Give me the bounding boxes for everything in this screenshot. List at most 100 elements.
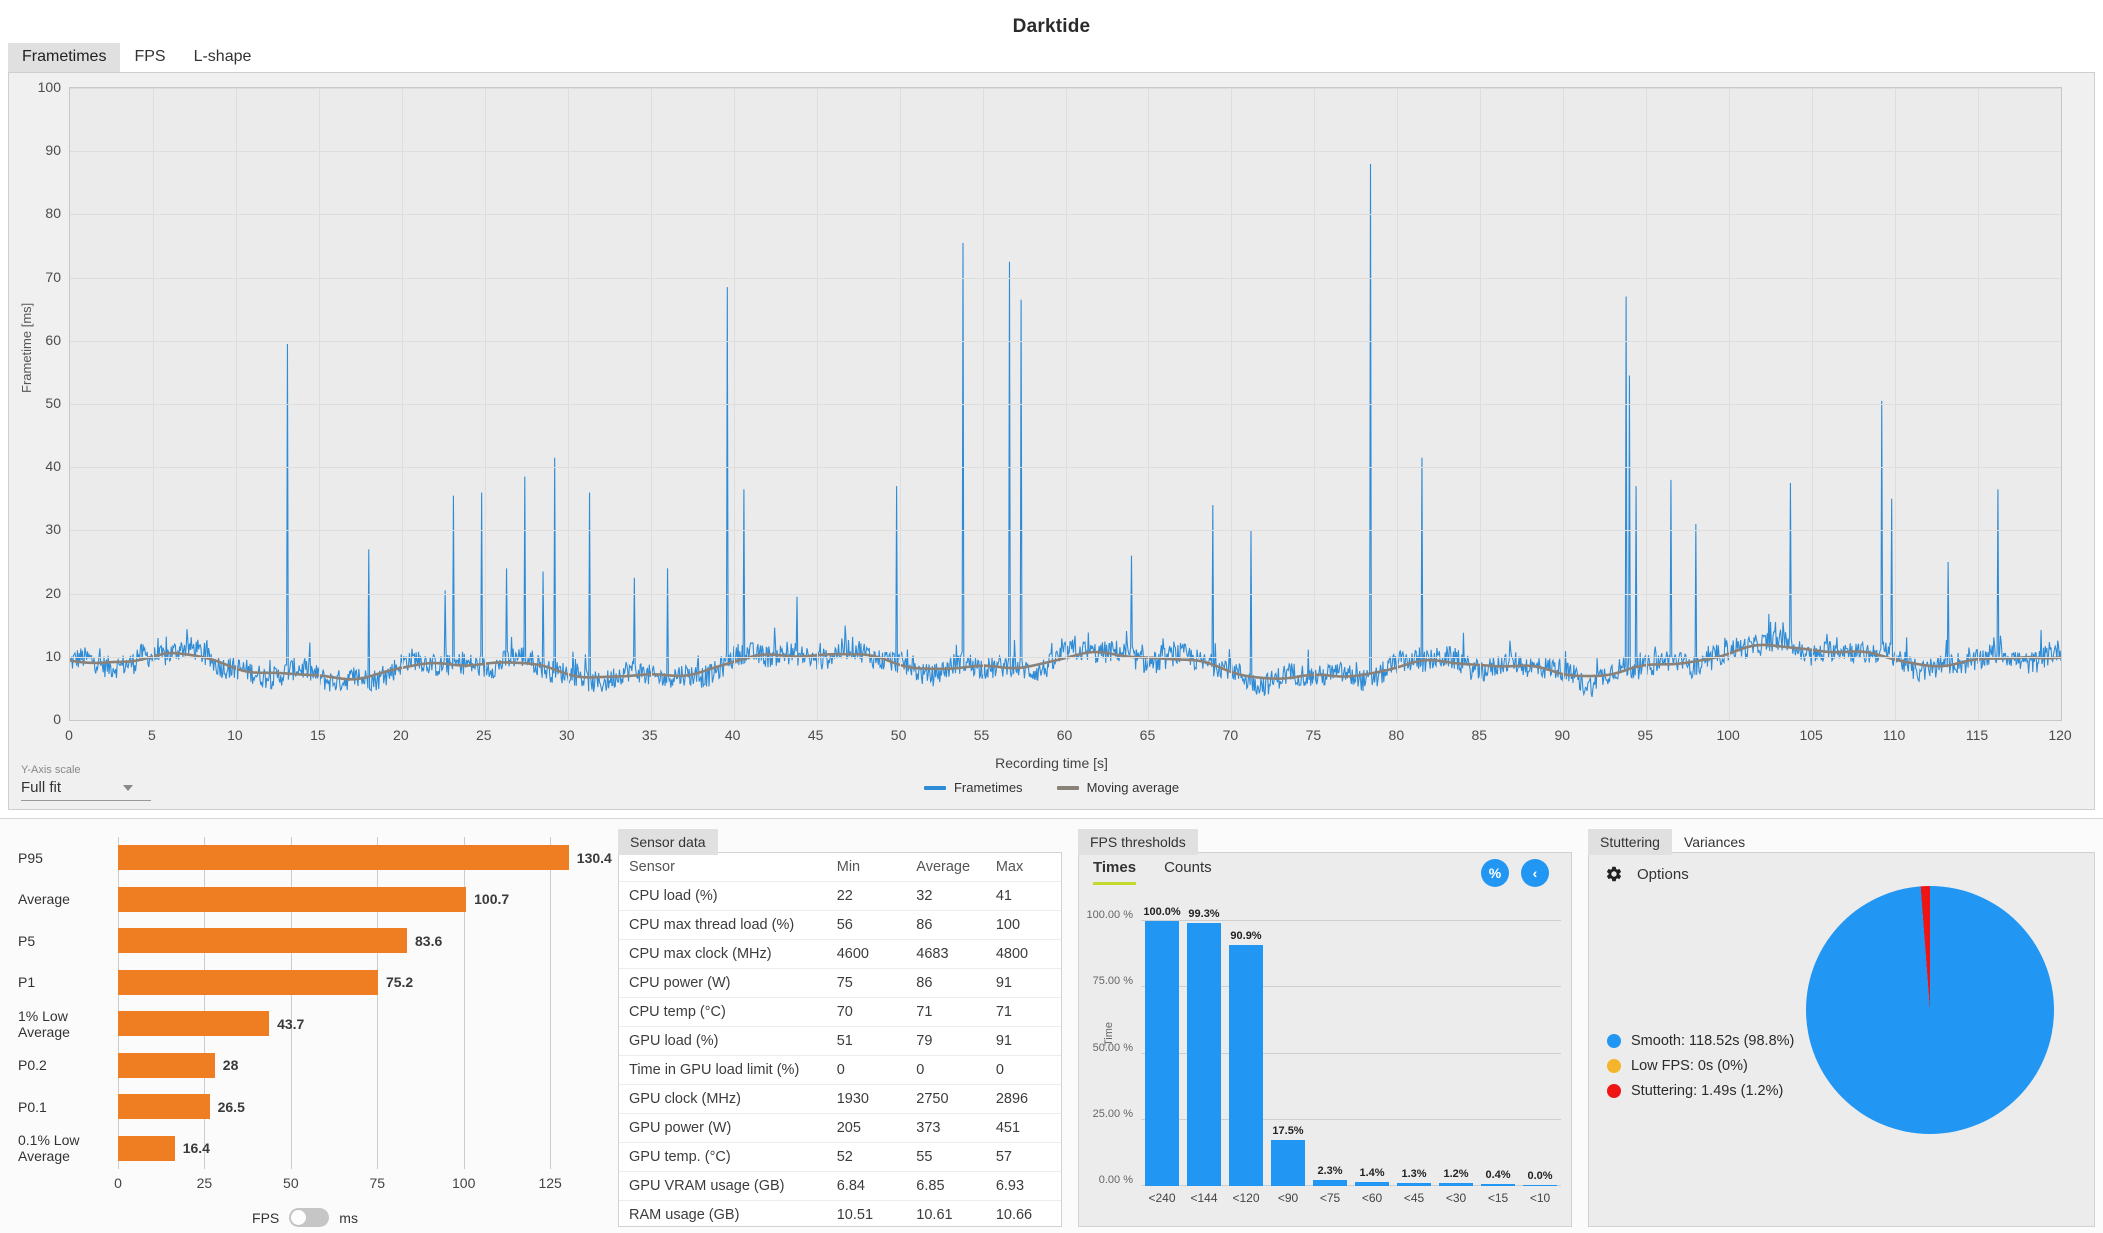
bar-x-tick: 75 (369, 1175, 386, 1191)
fps-threshold-value: 1.2% (1443, 1167, 1469, 1180)
fps-threshold-bar[interactable] (1312, 1179, 1348, 1186)
x-tick: 10 (227, 727, 243, 743)
fps-threshold-bar[interactable] (1396, 1182, 1432, 1186)
bar-gridline (204, 837, 206, 1169)
gridline (816, 88, 818, 720)
subtab-times[interactable]: Times (1093, 859, 1137, 885)
y-tick: 100 (37, 79, 61, 95)
fps-threshold-bar[interactable] (1480, 1184, 1516, 1186)
legend-label-moving-average: Moving average (1086, 780, 1180, 795)
frametime-x-ticks: 0 5 10 15 20 25 30 35 40 45 50 55 60 65 70 75 80 85 90 95 10… (65, 727, 2072, 747)
percent-button[interactable]: % (1481, 859, 1509, 887)
fps-threshold-x-tick: <60 (1361, 1191, 1383, 1205)
gridline (1895, 88, 1897, 720)
fps-threshold-bar[interactable] (1186, 922, 1222, 1186)
tab-fps[interactable]: FPS (134, 48, 166, 65)
subtab-counts[interactable]: Counts (1164, 859, 1212, 876)
table-row[interactable]: GPU VRAM usage (GB) 6.84 6.85 6.93 (619, 1171, 1061, 1201)
options-button[interactable]: Options (1605, 865, 1689, 883)
tab-sensor-data[interactable]: Sensor data (618, 829, 718, 855)
fps-threshold-bar[interactable] (1270, 1139, 1306, 1186)
bar-label: P95 (18, 849, 43, 866)
table-row[interactable]: CPU max clock (MHz) 4600 4683 4800 (619, 939, 1061, 969)
bar-fill (118, 886, 467, 912)
fps-threshold-x-tick: <75 (1319, 1191, 1341, 1205)
y-axis-scale-label: Y-Axis scale (21, 764, 81, 776)
table-row[interactable]: CPU temp (°C) 70 71 71 (619, 997, 1061, 1027)
unit-switch[interactable] (289, 1208, 330, 1227)
gridline (982, 88, 984, 720)
fps-y-tick: 75.00 % (1092, 975, 1133, 988)
table-row[interactable]: GPU load (%) 51 79 91 (619, 1026, 1061, 1056)
sensor-name: CPU max clock (MHz) (619, 939, 827, 969)
tab-frametimes[interactable]: Frametimes (8, 43, 121, 72)
x-tick: 105 (1799, 727, 1823, 743)
fps-threshold-bar[interactable] (1228, 945, 1264, 1186)
bar-track: 130.4 (118, 837, 612, 879)
table-row[interactable]: Time in GPU load limit (%) 0 0 0 (619, 1055, 1061, 1085)
fps-ms-toggle[interactable]: FPS ms (0, 1208, 610, 1227)
y-tick: 30 (45, 521, 61, 538)
bar-label: Average (18, 891, 70, 908)
sensor-data-table: Sensor Min Average Max CPU load (%) 22 32 41 CP… (619, 853, 1061, 1226)
fps-threshold-bar[interactable] (1438, 1182, 1474, 1186)
sensor-max: 2896 (985, 1084, 1061, 1114)
y-tick: 0 (53, 711, 61, 727)
toggle-label-fps: FPS (252, 1209, 280, 1226)
tab-variances[interactable]: Variances (1683, 834, 1746, 850)
x-tick: 70 (1222, 727, 1239, 743)
sensor-min: 6.84 (826, 1171, 907, 1201)
bar-label: 1% Low Average (18, 1007, 70, 1040)
tab-fps-thresholds[interactable]: FPS thresholds (1078, 829, 1198, 855)
legend-label-smooth: Smooth: 118.52s (98.8%) (1631, 1033, 1795, 1049)
fps-gridline (1141, 1052, 1561, 1054)
table-row[interactable]: GPU clock (MHz) 1930 2750 2896 (619, 1084, 1061, 1114)
sensor-avg: 2750 (906, 1084, 986, 1114)
x-tick: 40 (724, 727, 741, 743)
bar-row: P95 130.4 (0, 837, 612, 879)
fps-threshold-x-tick: <10 (1529, 1191, 1551, 1205)
table-row[interactable]: GPU power (W) 205 373 451 (619, 1113, 1061, 1143)
gridline (1812, 88, 1814, 720)
table-row[interactable]: CPU load (%) 22 32 41 (619, 881, 1061, 911)
bar-fill (118, 1011, 270, 1037)
fps-threshold-bar[interactable] (1144, 921, 1180, 1186)
column-header: Average (906, 853, 986, 882)
sensor-min: 51 (826, 1026, 907, 1056)
legend-item-stuttering: Stuttering: 1.49s (1.2%) (1607, 1083, 1794, 1099)
bar-x-tick: 50 (283, 1175, 299, 1191)
fps-threshold-bar[interactable] (1522, 1184, 1558, 1186)
legend-item-smooth: Smooth: 118.52s (98.8%) (1607, 1033, 1794, 1049)
fps-thresholds-plot-area: 0.00 % 25.00 % 50.00 % 75.00 % 100.00 % 100.0… (1087, 906, 1561, 1205)
x-tick: 15 (310, 727, 326, 743)
bar-label: 0.1% Low Average (18, 1132, 80, 1165)
table-row[interactable]: CPU max thread load (%) 56 86 100 (619, 910, 1061, 940)
less-than-button[interactable]: ‹ (1521, 859, 1549, 887)
y-axis-scale-select[interactable]: Full fit (21, 779, 151, 801)
bar-track: 83.6 (118, 920, 610, 962)
tab-stuttering[interactable]: Stuttering (1588, 829, 1672, 855)
sensor-avg: 6.85 (906, 1171, 986, 1201)
column-header: Sensor (619, 853, 827, 882)
fps-threshold-value: 0.4% (1485, 1169, 1511, 1181)
bar-label: P0.2 (18, 1057, 47, 1074)
bar-label: P5 (18, 932, 36, 949)
bar-value: 100.7 (474, 891, 510, 908)
table-header-row: Sensor Min Average Max (619, 853, 1061, 882)
x-tick: 110 (1882, 727, 1906, 743)
table-row[interactable]: RAM usage (GB) 10.51 10.61 10.66 (619, 1200, 1061, 1226)
sensor-max: 10.66 (985, 1200, 1061, 1226)
fps-threshold-bar[interactable] (1354, 1182, 1390, 1186)
sensor-avg: 79 (906, 1026, 986, 1056)
table-row[interactable]: CPU power (W) 75 86 91 (619, 968, 1061, 998)
frametime-plot-area[interactable] (69, 87, 2062, 721)
x-tick: 85 (1471, 727, 1488, 743)
gridline (318, 88, 320, 720)
x-tick: 80 (1388, 727, 1405, 743)
bar-gridline (463, 837, 465, 1169)
x-tick: 20 (393, 727, 409, 743)
gridline (1480, 88, 1482, 720)
table-row[interactable]: GPU temp. (°C) 52 55 57 (619, 1142, 1061, 1172)
tab-lshape[interactable]: L-shape (193, 48, 252, 65)
